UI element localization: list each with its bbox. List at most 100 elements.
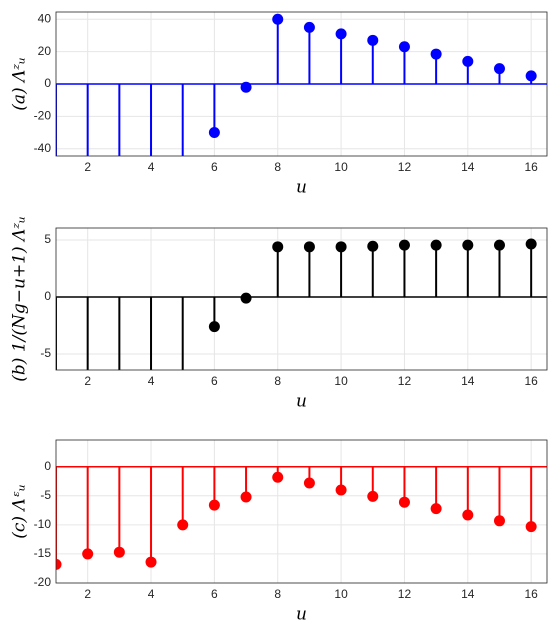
x-tick-label: 14 bbox=[461, 374, 475, 388]
stem-marker bbox=[303, 21, 315, 33]
stem-marker bbox=[114, 406, 125, 417]
y-axis-label: (b) 1/(N𝑔−u+1) Λᶻᵤ bbox=[10, 216, 30, 381]
stem-marker bbox=[430, 48, 442, 60]
stem-marker bbox=[272, 471, 284, 483]
x-tick-label: 12 bbox=[398, 374, 412, 388]
stem-marker bbox=[525, 521, 537, 533]
stem-marker bbox=[82, 406, 93, 417]
plot-area bbox=[56, 228, 547, 370]
stem-marker bbox=[525, 70, 537, 82]
y-tick-label: -5 bbox=[40, 488, 51, 502]
x-tick-label: 10 bbox=[334, 587, 348, 601]
stem-marker bbox=[493, 239, 505, 251]
axes-box bbox=[55, 439, 548, 584]
stem-marker bbox=[82, 548, 94, 560]
x-tick-label: 14 bbox=[461, 587, 475, 601]
stem-marker bbox=[208, 127, 220, 139]
stem-marker bbox=[303, 477, 315, 489]
x-tick-label: 14 bbox=[461, 160, 475, 174]
stem-marker bbox=[335, 484, 347, 496]
x-tick-label: 12 bbox=[398, 587, 412, 601]
axes-box bbox=[55, 227, 548, 371]
stem-marker bbox=[398, 496, 410, 508]
stem-marker bbox=[335, 28, 347, 40]
x-tick-label: 16 bbox=[524, 374, 538, 388]
stem-marker bbox=[177, 406, 188, 417]
stem-marker bbox=[398, 41, 410, 53]
x-axis-label: u bbox=[296, 392, 307, 412]
stem-marker bbox=[113, 546, 125, 558]
y-axis-label: (c) Λᵋᵤ bbox=[10, 484, 30, 539]
x-tick-label: 4 bbox=[148, 587, 155, 601]
y-axis-label: (a) Λᶻᵤ bbox=[10, 57, 30, 111]
x-tick-label: 2 bbox=[84, 587, 91, 601]
stem-marker bbox=[240, 491, 252, 503]
stem-marker bbox=[208, 499, 220, 511]
stem-marker bbox=[51, 176, 62, 187]
x-axis-label: u bbox=[296, 178, 307, 198]
y-tick-label: 40 bbox=[38, 11, 52, 25]
stem-marker bbox=[430, 503, 442, 515]
y-tick-label: 5 bbox=[44, 232, 51, 246]
x-tick-label: 8 bbox=[274, 374, 281, 388]
stems bbox=[56, 465, 547, 570]
stem-marker bbox=[430, 239, 442, 251]
stem-marker bbox=[367, 34, 379, 46]
x-axis-label: u bbox=[296, 605, 307, 625]
stem-marker bbox=[462, 55, 474, 67]
stem-marker bbox=[145, 556, 157, 568]
x-tick-label: 16 bbox=[524, 160, 538, 174]
stem-marker bbox=[51, 406, 62, 417]
y-tick-label: -10 bbox=[34, 517, 52, 531]
y-tick-label: -20 bbox=[34, 575, 52, 589]
stems bbox=[51, 238, 547, 417]
stems bbox=[51, 13, 547, 187]
stem-marker bbox=[177, 519, 189, 531]
x-tick-label: 4 bbox=[148, 374, 155, 388]
x-tick-label: 8 bbox=[274, 587, 281, 601]
y-tick-label: -15 bbox=[34, 546, 52, 560]
x-tick-label: 8 bbox=[274, 160, 281, 174]
stem-marker bbox=[367, 240, 379, 252]
y-tick-label: -20 bbox=[34, 109, 52, 123]
x-tick-label: 10 bbox=[334, 160, 348, 174]
stem-marker bbox=[335, 241, 347, 253]
y-tick-label: 0 bbox=[44, 289, 51, 303]
y-tick-label: -40 bbox=[34, 141, 52, 155]
axes-box bbox=[55, 11, 548, 157]
stem-marker bbox=[462, 239, 474, 251]
x-tick-label: 2 bbox=[84, 160, 91, 174]
y-tick-label: -5 bbox=[40, 346, 51, 360]
x-tick-label: 6 bbox=[211, 587, 218, 601]
stem-marker bbox=[146, 406, 157, 417]
x-tick-label: 6 bbox=[211, 374, 218, 388]
stem-marker bbox=[82, 176, 93, 187]
plot-area bbox=[56, 440, 547, 583]
y-tick-label: 0 bbox=[44, 76, 51, 90]
stem-marker bbox=[493, 515, 505, 527]
x-tick-label: 6 bbox=[211, 160, 218, 174]
y-tick-label: 0 bbox=[44, 459, 51, 473]
y-tick-label: 20 bbox=[38, 44, 52, 58]
x-tick-label: 10 bbox=[334, 374, 348, 388]
stem-marker bbox=[398, 239, 410, 251]
stem-marker bbox=[208, 321, 220, 333]
x-tick-label: 4 bbox=[148, 160, 155, 174]
stem-marker bbox=[272, 241, 284, 253]
x-tick-label: 2 bbox=[84, 374, 91, 388]
stem-marker bbox=[240, 81, 252, 93]
stem-marker bbox=[146, 176, 157, 187]
x-tick-label: 16 bbox=[524, 587, 538, 601]
stem-marker bbox=[493, 63, 505, 75]
stem-marker bbox=[114, 176, 125, 187]
stem-marker bbox=[56, 558, 62, 570]
stem-marker bbox=[525, 238, 537, 250]
stem-marker bbox=[272, 13, 284, 25]
stem-marker bbox=[367, 490, 379, 502]
stem-marker bbox=[462, 509, 474, 521]
stem-marker bbox=[177, 176, 188, 187]
x-tick-label: 12 bbox=[398, 160, 412, 174]
stem-marker bbox=[303, 241, 315, 253]
